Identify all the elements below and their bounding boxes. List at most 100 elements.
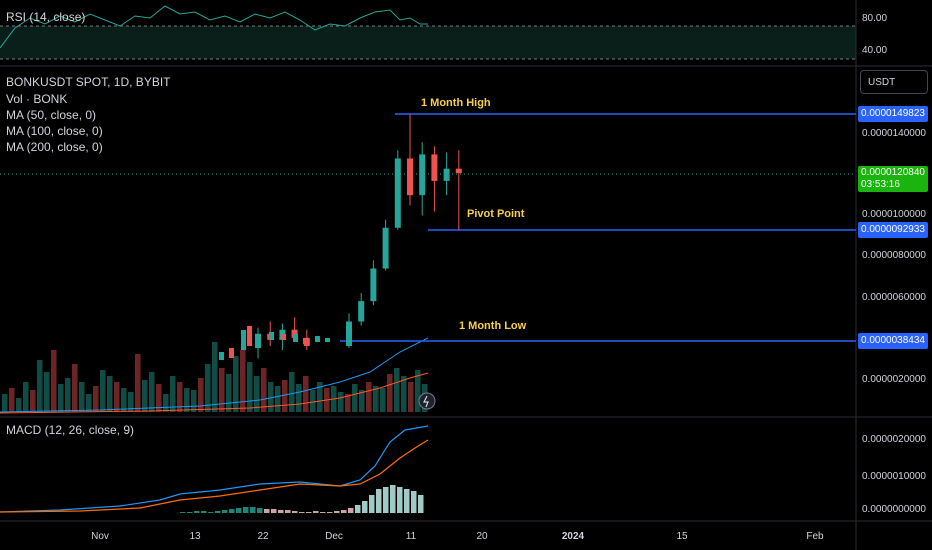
candle-body	[241, 330, 246, 350]
volume-bar	[30, 390, 36, 412]
current-price-value: 0.0000120840	[861, 167, 925, 178]
volume-bar	[233, 356, 239, 412]
indicator-volume[interactable]: Vol · BONK	[6, 92, 68, 106]
volume-bar	[352, 384, 358, 412]
volume-bar	[79, 382, 85, 412]
candle-body	[269, 332, 274, 340]
macd-hist-bar	[257, 508, 263, 513]
time-label-nov: Nov	[91, 531, 109, 542]
volume-bar	[23, 382, 29, 412]
candle-body	[370, 268, 377, 302]
candle-body	[431, 154, 438, 181]
volume-bar	[114, 382, 120, 412]
macd-hist-bar	[250, 507, 256, 513]
macd-hist-bar	[397, 487, 403, 513]
volume-bar	[121, 388, 127, 412]
volume-bar	[100, 370, 106, 412]
volume-bar	[387, 374, 393, 412]
time-label-11: 11	[405, 531, 417, 542]
volume-bar	[408, 382, 414, 412]
volume-bar	[401, 376, 407, 412]
macd-hist-bar	[292, 511, 298, 513]
macd-hist-bar	[194, 511, 200, 513]
volume-bar	[72, 364, 78, 412]
candle-body	[346, 321, 352, 346]
macd-hist-bar	[327, 512, 333, 513]
candles	[219, 114, 462, 360]
rsi-level-40: 40.00	[862, 45, 888, 56]
month-low-annotation: 1 Month Low	[459, 320, 527, 332]
time-label-2024: 2024	[561, 531, 585, 542]
volume-bar	[240, 350, 246, 412]
volume-bar	[275, 386, 281, 412]
macd-hist-bar	[243, 507, 249, 513]
volume-bar	[254, 376, 260, 412]
replay-icon	[418, 392, 436, 410]
macd-hist-bar	[376, 489, 382, 513]
signal-line	[0, 439, 429, 513]
volume-bar	[149, 372, 155, 412]
macd-hist-bar	[369, 495, 375, 513]
indicator-ma50[interactable]: MA (50, close, 0)	[6, 108, 97, 122]
volume-bar	[289, 372, 295, 412]
volume-bar	[86, 394, 92, 412]
indicator-ma100[interactable]: MA (100, close, 0)	[6, 124, 103, 138]
volume-bars	[2, 342, 428, 412]
volume-bar	[177, 382, 183, 412]
candle-body	[219, 352, 224, 360]
volume-bar	[58, 384, 64, 412]
macd-hist-bar	[334, 511, 340, 513]
volume-bar	[198, 378, 204, 412]
pivot-price-tag: 0.0000092933	[858, 222, 928, 238]
macd-hist-bar	[299, 512, 305, 513]
candle-body	[281, 334, 286, 340]
volume-bar	[163, 394, 169, 412]
volume-bar	[135, 354, 141, 412]
volume-bar	[359, 390, 365, 412]
candle-body	[358, 301, 365, 322]
volume-bar	[303, 376, 309, 412]
rsi-line	[0, 5, 428, 49]
macd-hist-bar	[362, 501, 368, 513]
volume-bar	[261, 368, 267, 412]
candle-body	[291, 329, 298, 338]
macd-hist-bar	[313, 511, 319, 513]
currency-button[interactable]: USDT	[860, 70, 928, 94]
volume-bar	[142, 380, 148, 412]
volume-bar	[205, 364, 211, 412]
volume-bar	[16, 398, 22, 412]
candle-body	[315, 336, 320, 342]
candle-body	[247, 326, 252, 346]
macd-hist-bar	[222, 510, 228, 513]
macd-hist-bar	[404, 489, 410, 513]
macd-hist-bar	[264, 509, 270, 513]
volume-bar	[345, 394, 351, 412]
volume-bar	[65, 378, 71, 412]
volume-bar	[51, 350, 57, 412]
macd-hist-bar	[418, 495, 424, 513]
macd-hist-bar	[390, 485, 396, 513]
volume-bar	[212, 342, 218, 412]
low-price-tag: 0.0000038434	[858, 333, 928, 349]
high-price-tag: 0.0000149823	[858, 106, 928, 122]
macd-hist-bar	[187, 512, 193, 513]
axis-label-060: 0.0000060000	[862, 292, 926, 303]
macd-hist-bar	[271, 509, 277, 513]
time-label-feb: Feb	[806, 531, 824, 542]
volume-bar	[191, 390, 197, 412]
volume-bar	[366, 382, 372, 412]
current-price-tag: 0.0000120840 03:53:16	[858, 166, 928, 192]
bar-countdown: 03:53:16	[861, 179, 900, 190]
indicator-ma200[interactable]: MA (200, close, 0)	[6, 140, 103, 154]
volume-bar	[380, 388, 386, 412]
volume-bar	[9, 388, 15, 412]
axis-label-080: 0.0000080000	[862, 250, 926, 261]
macd-hist-bar	[355, 505, 361, 513]
candle-body	[407, 158, 413, 196]
macd-axis-000: 0.0000000000	[862, 504, 926, 515]
volume-bar	[226, 374, 232, 412]
candle-body	[382, 227, 389, 269]
macd-hist-bar	[229, 509, 235, 513]
candle-body	[455, 168, 462, 174]
